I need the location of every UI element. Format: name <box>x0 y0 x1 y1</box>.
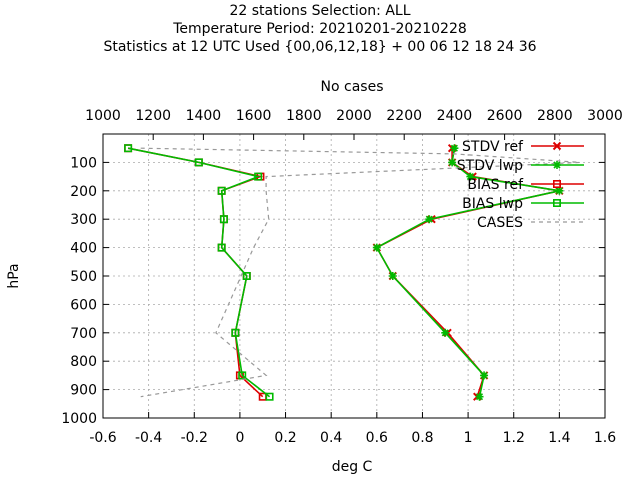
x2-tick-label: 2400 <box>437 108 473 124</box>
x-axis-label: deg C <box>332 459 373 475</box>
x-tick-label: -0.4 <box>135 430 162 446</box>
x2-tick-label: 3000 <box>587 108 623 124</box>
y-tick-label: 100 <box>70 155 97 171</box>
series-layer <box>124 143 580 401</box>
x-tick-label: 1.2 <box>503 430 525 446</box>
y-tick-label: 400 <box>70 241 97 257</box>
y-tick-label: 200 <box>70 184 97 200</box>
x2-tick-label: 2600 <box>487 108 523 124</box>
data-point <box>553 161 561 169</box>
y-tick-label: 900 <box>70 383 97 399</box>
axis-labels: deg C No cases hPa <box>6 79 383 475</box>
series-line <box>127 147 271 398</box>
legend-label: BIAS lwp <box>462 196 523 212</box>
data-point <box>552 180 561 189</box>
legend-item: BIAS lwp <box>462 196 584 212</box>
x-tick-label: 0.6 <box>366 430 388 446</box>
legend-item: STDV lwp <box>457 158 584 174</box>
data-point <box>555 186 564 195</box>
y-tick-label: 600 <box>70 297 97 313</box>
x-tick-label: -0.6 <box>89 430 116 446</box>
y-tick-label: 700 <box>70 326 97 342</box>
data-point <box>238 371 247 380</box>
x2-axis-label: No cases <box>321 79 384 95</box>
y-axis-label: hPa <box>6 263 22 288</box>
series-stdv-lwp <box>372 144 564 401</box>
data-point <box>217 243 226 252</box>
legend-label: STDV lwp <box>457 158 523 174</box>
legend-item: CASES <box>477 215 584 231</box>
x2-tick-label: 2800 <box>537 108 573 124</box>
data-point <box>242 271 251 280</box>
data-point <box>448 158 457 167</box>
data-point <box>388 272 397 280</box>
x2-tick-label: 2000 <box>336 108 372 124</box>
series-bias-lwp <box>124 144 274 401</box>
data-point <box>254 172 263 181</box>
x-tick-label: 1.4 <box>548 430 570 446</box>
x2-tick-label: 1600 <box>236 108 272 124</box>
x2-tick-label: 1800 <box>286 108 322 124</box>
data-point <box>552 199 561 208</box>
legend-label: CASES <box>477 215 523 231</box>
data-point <box>466 172 475 181</box>
x2-tick-label: 1200 <box>135 108 171 124</box>
legend-item: BIAS ref <box>467 177 584 193</box>
x-tick-label: 0 <box>235 430 244 446</box>
data-point <box>475 392 484 401</box>
data-point <box>265 392 274 401</box>
title-line: Statistics at 12 UTC Used {00,06,12,18} … <box>103 39 536 55</box>
title-line: 22 stations Selection: ALL <box>229 3 410 19</box>
data-point <box>480 371 489 380</box>
y-tick-label: 500 <box>70 269 97 285</box>
data-point <box>441 328 450 337</box>
y-tick-label: 800 <box>70 354 97 370</box>
title-line: Temperature Period: 20210201-20210228 <box>172 21 467 37</box>
tick-layer: -0.6 -0.4 -0.2 0 0.2 0.4 0.6 0.8 1 1.2 1.4 1.6 100 20… <box>61 108 622 446</box>
data-point <box>425 215 434 224</box>
x2-tick-label: 2200 <box>386 108 422 124</box>
legend-label: BIAS ref <box>467 177 524 193</box>
x-tick-label: 1 <box>464 430 473 446</box>
data-point <box>552 141 562 151</box>
series-line <box>375 148 560 397</box>
y-tick-label: 300 <box>70 212 97 228</box>
x-tick-label: -0.2 <box>181 430 208 446</box>
data-point <box>219 215 228 224</box>
data-point <box>450 144 459 153</box>
x2-tick-label: 1000 <box>85 108 121 124</box>
x-tick-label: 0.4 <box>320 430 342 446</box>
legend-label: STDV ref <box>462 139 524 155</box>
data-point <box>231 328 240 337</box>
x-tick-label: 0.8 <box>411 430 433 446</box>
legend: STDV ref STDV lwp BIAS ref BIAS lwp CASES <box>457 139 584 231</box>
x-tick-label: 1.6 <box>594 430 616 446</box>
data-point <box>124 144 133 153</box>
legend-item: STDV ref <box>462 139 584 155</box>
chart-title: 22 stations Selection: ALL Temperature Pe… <box>103 3 536 55</box>
data-point <box>372 243 381 252</box>
data-point <box>217 186 226 195</box>
x-tick-label: 0.2 <box>274 430 296 446</box>
y-tick-label: 1000 <box>61 411 97 427</box>
data-point <box>194 158 203 167</box>
grid <box>103 134 605 418</box>
x2-tick-label: 1400 <box>186 108 222 124</box>
